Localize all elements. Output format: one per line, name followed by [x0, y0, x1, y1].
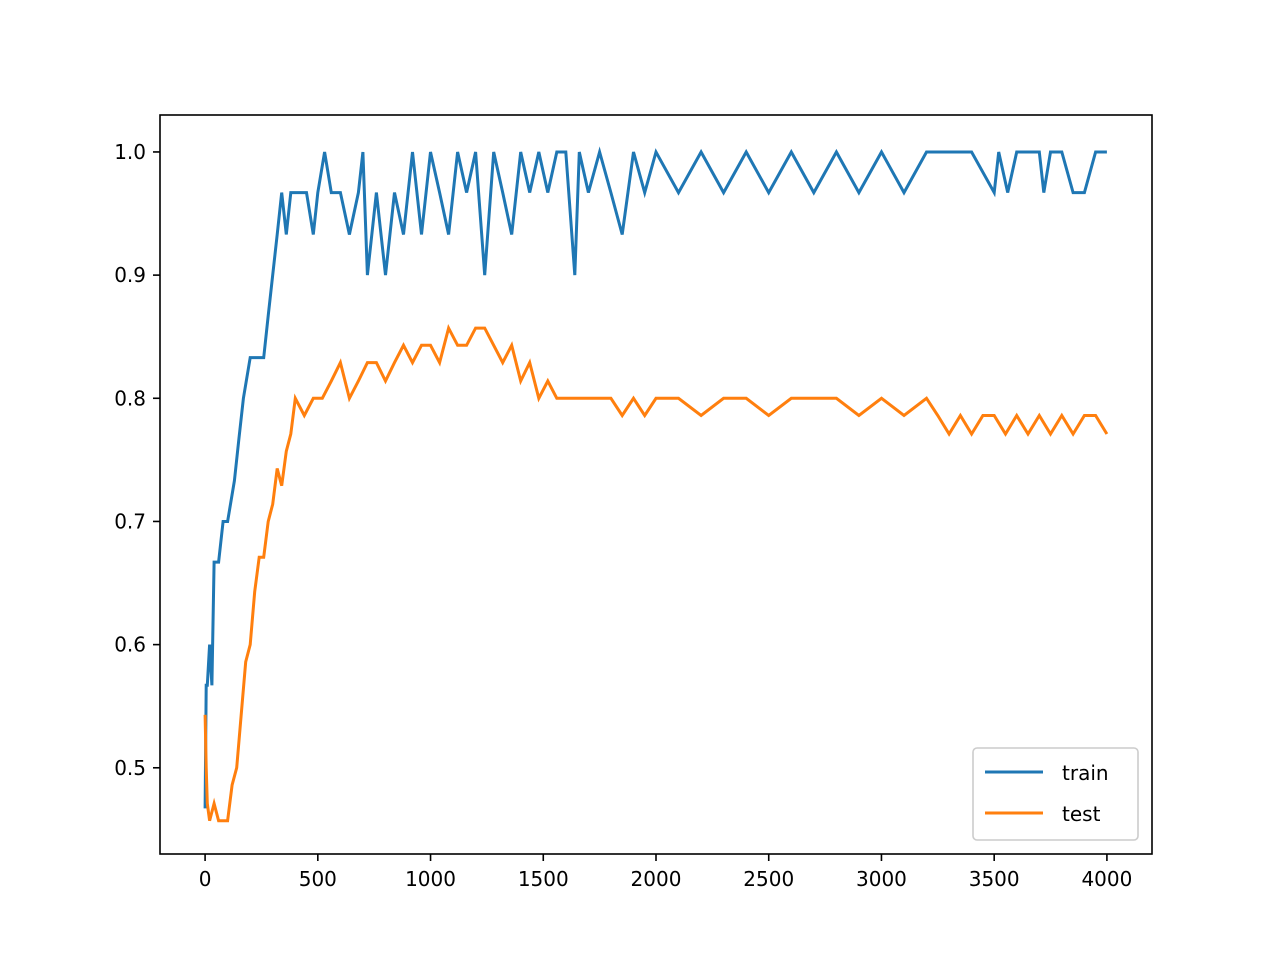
x-tick-label: 2500	[743, 867, 794, 891]
y-tick-label: 1.0	[114, 140, 146, 164]
x-tick-label: 1000	[405, 867, 456, 891]
x-tick-label: 3500	[969, 867, 1020, 891]
y-tick-label: 0.9	[114, 263, 146, 287]
series-line-test	[203, 323, 1109, 823]
x-tick-label: 4000	[1081, 867, 1132, 891]
x-tick-label: 1500	[518, 867, 569, 891]
legend-label-train: train	[1062, 761, 1109, 785]
y-tick-label: 0.8	[114, 386, 146, 410]
legend-box	[972, 747, 1139, 841]
y-axis: 0.5 0.6 0.7 0.8 0.9 1.0	[114, 140, 160, 780]
legend-label-test: test	[1062, 802, 1101, 826]
x-axis: 0 500 1000 1500 2000 2500 3000 3500 4000	[199, 854, 1132, 891]
x-tick-label: 2000	[631, 867, 682, 891]
y-tick-label: 0.5	[114, 756, 146, 780]
x-tick-label: 500	[299, 867, 337, 891]
x-tick-label: 0	[199, 867, 212, 891]
y-tick-label: 0.7	[114, 509, 146, 533]
x-tick-label: 3000	[856, 867, 907, 891]
series-line-train	[203, 146, 1107, 809]
series-layer	[203, 146, 1109, 823]
legend: train test	[972, 747, 1139, 841]
y-tick-label: 0.6	[114, 633, 146, 657]
